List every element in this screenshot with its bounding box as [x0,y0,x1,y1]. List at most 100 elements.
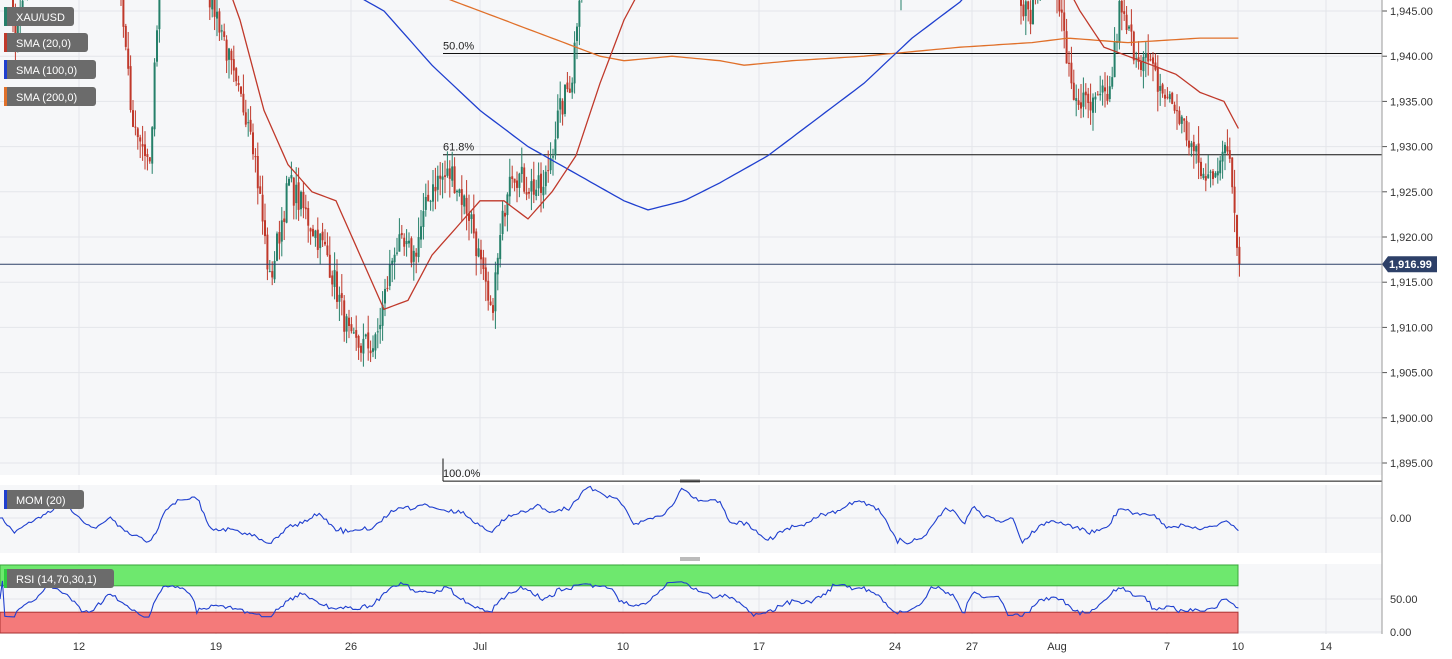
candle-body [211,0,214,10]
candle-body [403,237,406,247]
candle-body [324,241,326,245]
price-axis[interactable]: 1,895.00 1,900.00 1,905.00 1,910.00 1,915.00… [1381,0,1433,634]
candle-body [1171,92,1174,104]
candle-body [1080,102,1082,109]
legend-xauusd-label: XAU/USD [16,12,65,24]
candle-body [264,220,266,237]
candle-body [1096,94,1099,96]
candle-body [343,300,346,332]
candle-body [396,252,398,254]
legend-sma-100[interactable]: SMA (100,0) [4,60,96,79]
candle-body [139,137,142,142]
legend-mom-label: MOM (20) [16,495,66,507]
candle-body [480,249,482,260]
candle-body [1224,144,1226,154]
legend-xauusd[interactable]: XAU/USD [4,7,74,26]
candle-body [1077,100,1080,105]
last-price-tag: 1,916.99 [1382,256,1437,273]
candle-body [501,210,504,235]
candle-body [475,231,478,257]
candle-body [549,158,552,171]
legend-rsi[interactable]: RSI (14,70,30,1) [4,569,114,588]
candle-body [412,250,415,262]
candle-body [487,280,490,301]
candle-body [237,83,240,86]
candle-body [302,191,305,208]
candle-body [532,179,535,195]
candle-body [1161,84,1164,94]
candle-body [571,82,574,93]
rsi-pane-resize-handle[interactable] [680,557,700,561]
candle-body [405,240,408,245]
candles [12,0,1241,367]
candle-body [124,25,127,47]
candle-body [357,336,360,348]
candle-body [1104,87,1106,92]
candle-body [523,167,526,192]
rsi-y-tick: 50.00 [1390,594,1418,606]
candle-body [1166,96,1169,98]
candle-body [379,324,382,330]
candle-body [122,0,125,27]
candle-body [326,245,329,256]
candle-body [422,211,425,227]
x-tick-label: 10 [1232,641,1244,653]
candle-body [273,260,276,280]
sma-100-line [363,0,963,211]
legend-mom[interactable]: MOM (20) [4,490,84,509]
candle-body [345,316,348,332]
legend-sma-200-label: SMA (200,0) [16,92,77,104]
candle-body [340,293,343,298]
candle-body [1202,173,1205,179]
candle-body [1233,186,1236,213]
candle-body [460,189,463,205]
y-tick-label: 1,895.00 [1390,458,1433,470]
candle-body [1140,61,1142,70]
candle-body [492,305,494,313]
grid [0,0,1382,634]
candle-body [1209,171,1212,173]
candle-body [504,212,506,217]
candle-body [314,230,317,238]
candle-body [391,260,394,266]
x-tick-label: 10 [617,641,629,653]
candle-body [446,168,449,176]
candle-body [556,110,559,138]
momentum-line [0,485,1239,545]
candle-body [511,176,514,180]
candle-body [1228,150,1231,159]
candle-body [1063,12,1066,31]
candle-body [568,88,571,93]
candle-body [489,301,492,306]
candle-body [218,11,221,33]
candle-body [451,166,454,181]
candle-body [482,257,485,270]
candle-body [336,271,338,302]
legend-sma-20-label: SMA (20,0) [16,38,71,50]
y-tick-label: 1,940.00 [1390,51,1433,63]
candle-body [259,186,262,194]
candle-body [151,127,154,164]
time-axis[interactable]: 12 19 26 Jul 10 17 24 27 Aug 7 10 14 [73,641,1332,653]
candle-body [1216,171,1219,176]
candle-body [1020,0,1022,6]
candle-body [410,238,413,263]
candle-body [1238,246,1241,265]
candle-body [1111,77,1114,87]
candle-body [148,157,151,162]
legend-sma-20[interactable]: SMA (20,0) [4,33,88,52]
candle-body [1089,101,1092,111]
mom-pane-resize-handle[interactable] [680,479,700,483]
y-tick-label: 1,900.00 [1390,413,1433,425]
candle-body [1159,86,1162,91]
x-tick-label: 26 [345,641,357,653]
candle-body [537,175,540,189]
legend-sma-200[interactable]: SMA (200,0) [4,87,96,106]
candle-body [1106,93,1109,101]
candle-body [1147,53,1150,62]
candle-body [328,254,331,278]
candle-body [256,156,259,189]
candle-body [285,183,288,223]
candle-body [1130,24,1133,32]
